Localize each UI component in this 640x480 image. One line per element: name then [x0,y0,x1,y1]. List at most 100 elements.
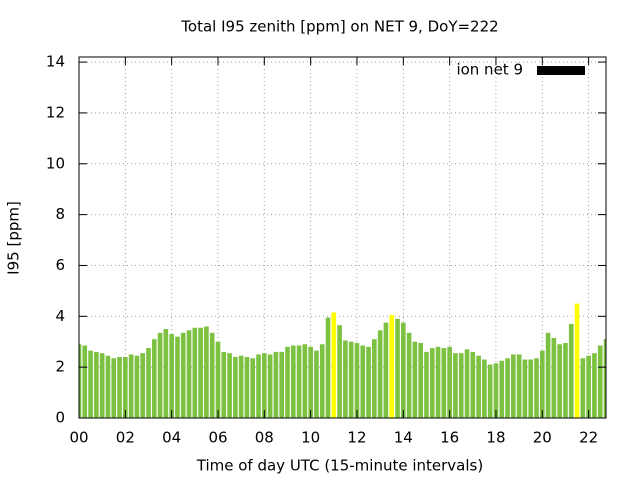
bar [372,339,377,418]
bar [539,350,545,418]
x-tick-label: 12 [347,429,366,447]
bar [412,341,418,418]
bar [447,346,452,418]
bar [163,329,169,418]
y-tick-label: 4 [55,307,65,325]
bar [482,359,487,418]
bar [551,337,557,418]
bar [79,344,82,418]
bar [400,322,406,418]
y-tick-label: 12 [46,103,65,121]
bar [574,303,580,418]
bar [453,353,458,418]
x-tick-label: 20 [533,429,552,447]
bar [354,343,360,418]
bar [256,354,261,418]
bar [140,353,146,418]
bar [221,351,227,418]
y-tick-label: 6 [55,256,65,274]
bar [406,332,412,418]
bar [429,348,435,418]
bars [79,303,606,418]
bar [111,358,117,418]
bar [511,354,516,418]
bar [470,351,476,418]
bar [186,330,192,418]
bar [441,348,447,418]
bar [204,326,209,418]
bar [557,344,562,418]
bar [366,346,371,418]
bar [476,355,481,418]
y-axis-label: I95 [ppm] [5,201,23,275]
bar [343,340,348,418]
y-tick-label: 14 [46,53,65,71]
legend-label: ion net 9 [456,61,523,79]
bar [360,345,366,418]
bar [250,358,256,418]
bar [592,353,597,418]
bar [82,345,88,418]
bar [233,356,238,418]
bar [377,330,383,418]
x-tick-label: 06 [208,429,227,447]
bar [262,353,267,418]
bar [105,355,111,418]
bar [209,332,215,418]
bar [319,344,325,418]
bar [464,349,470,418]
x-tick-label: 22 [579,429,598,447]
x-tick-label: 04 [162,429,181,447]
x-tick-label: 14 [394,429,413,447]
bar [238,355,244,418]
y-tick-label: 2 [55,358,65,376]
bar [128,354,134,418]
bar [534,358,539,418]
bar [516,354,522,418]
bar [499,360,505,418]
bar [215,341,221,418]
bar [325,317,331,418]
y-tick-label: 10 [46,154,65,172]
bar [597,345,603,418]
bar [308,346,313,418]
bar [383,322,389,418]
bar [302,344,308,418]
bar [395,318,400,418]
bar [331,312,337,418]
x-tick-label: 16 [440,429,459,447]
x-tick-label: 18 [486,429,505,447]
bar [545,332,551,418]
bar [169,334,174,418]
bar [563,343,568,418]
bar [175,336,180,418]
x-tick-label: 00 [69,429,88,447]
bar [134,355,140,418]
bar [273,351,279,418]
bar [198,327,203,418]
bar [314,350,319,418]
bar [279,351,285,418]
bar [290,345,296,418]
bar [267,354,273,418]
plot-border [78,56,607,419]
bar [227,353,232,418]
bar [603,339,606,418]
bar [180,332,186,418]
bar [528,359,534,418]
x-tick-label: 08 [255,429,274,447]
bar [244,356,250,418]
y-tick-label: 8 [55,205,65,223]
grid [78,57,606,419]
bar [296,345,302,418]
bar [487,364,493,418]
chart-title: Total I95 zenith [ppm] on NET 9, DoY=222 [180,18,498,36]
bar [88,350,93,418]
x-tick-label: 10 [301,429,320,447]
bar [580,358,586,418]
bar [157,332,163,418]
bar [99,353,105,418]
bar [117,356,122,418]
